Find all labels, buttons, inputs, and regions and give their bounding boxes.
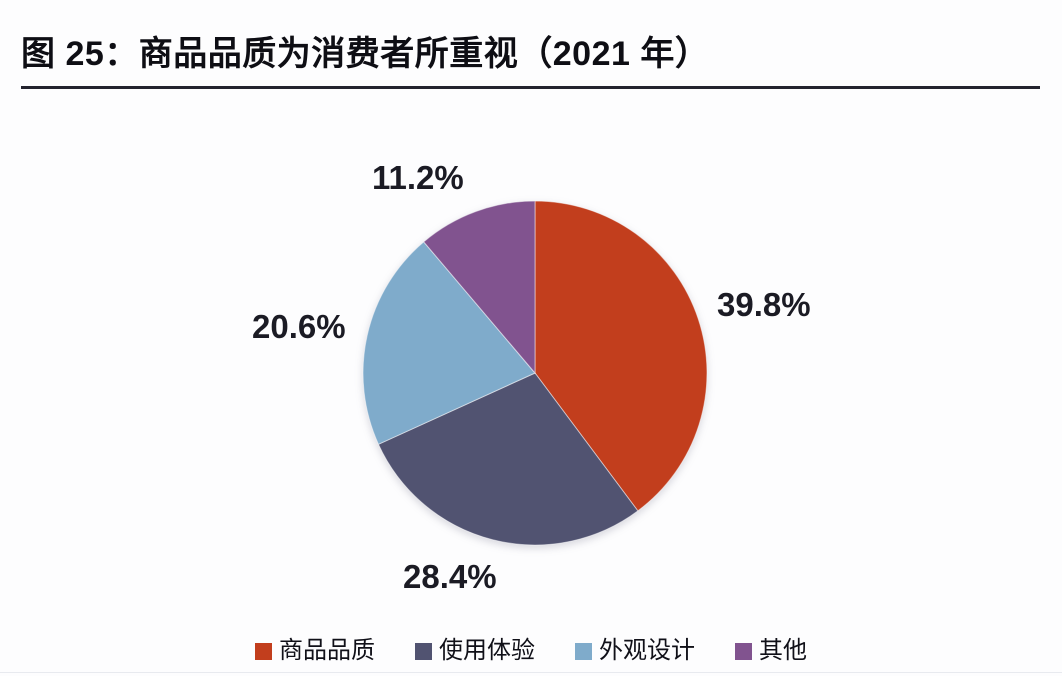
pie-chart — [335, 173, 735, 573]
legend-item-product-quality: 商品品质 — [255, 639, 375, 663]
pie-slice-product-quality — [534, 200, 708, 512]
slice-label-user-experience: 28.4% — [403, 558, 497, 595]
legend-swatch-product-quality — [255, 642, 272, 660]
legend-label: 其他 — [759, 637, 807, 664]
pie-svg — [362, 200, 708, 546]
chart-legend: 商品品质 使用体验 外观设计 其他 — [0, 634, 1062, 668]
pie-slice-appearance-design — [362, 241, 536, 445]
slice-label-other: 11.2% — [372, 159, 464, 196]
legend-swatch-user-experience — [415, 642, 432, 660]
legend-label: 外观设计 — [599, 637, 695, 664]
legend-item-user-experience: 使用体验 — [415, 639, 535, 663]
slice-label-appearance-design: 20.6% — [252, 308, 346, 345]
legend-swatch-appearance-design — [575, 642, 592, 660]
footer-divider — [0, 672, 1062, 673]
legend-item-other: 其他 — [735, 639, 807, 663]
pie-slice-user-experience — [377, 372, 639, 546]
legend-swatch-other — [735, 642, 752, 660]
slice-label-product-quality: 39.8% — [717, 286, 811, 323]
figure-title: 图 25：商品品质为消费者所重视（2021 年） — [21, 35, 710, 73]
title-divider — [21, 86, 1040, 89]
legend-item-appearance-design: 外观设计 — [575, 639, 695, 663]
legend-label: 商品品质 — [279, 637, 375, 664]
legend-label: 使用体验 — [439, 637, 535, 664]
pie-slice-other — [423, 200, 536, 375]
